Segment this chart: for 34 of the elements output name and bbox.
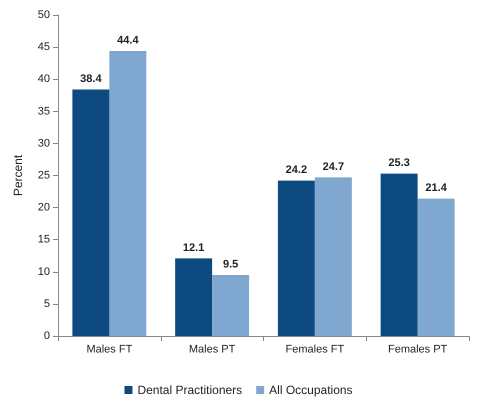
legend-label: All Occupations (269, 383, 353, 397)
x-tick-label: Males PT (188, 344, 236, 356)
y-tick-label: 45 (38, 41, 50, 54)
data-label: 9.5 (222, 258, 238, 271)
y-tick-label: 50 (38, 9, 50, 21)
data-label: 38.4 (80, 72, 102, 85)
data-label: 24.7 (322, 160, 344, 173)
bar (418, 198, 455, 336)
y-tick-label: 30 (38, 137, 50, 150)
y-tick-label: 40 (38, 73, 50, 86)
y-tick-label: 0 (44, 330, 50, 342)
y-tick-label: 20 (38, 202, 50, 214)
y-tick-label: 15 (38, 234, 50, 246)
x-tick-label: Males FT (86, 344, 133, 356)
y-tick-label: 25 (38, 170, 50, 182)
x-tick-label: Females FT (286, 344, 344, 356)
y-tick-label: 10 (38, 266, 50, 278)
bar (72, 89, 110, 336)
y-tick-label: 35 (38, 105, 50, 118)
data-label: 25.3 (388, 157, 410, 170)
data-label: 44.4 (117, 34, 140, 46)
bar (380, 174, 418, 336)
y-tick-label: 5 (44, 298, 50, 310)
legend-label: Dental Practitioners (137, 383, 242, 397)
bar (212, 275, 250, 336)
data-label: 24.2 (286, 164, 308, 176)
data-label: 12.1 (182, 242, 204, 254)
bar (175, 258, 212, 336)
y-axis-title: Percent (11, 154, 25, 196)
data-label: 21.4 (425, 182, 448, 194)
x-tick-label: Females PT (388, 344, 448, 356)
bar (314, 177, 352, 336)
bar (278, 180, 315, 336)
bar (109, 50, 146, 336)
